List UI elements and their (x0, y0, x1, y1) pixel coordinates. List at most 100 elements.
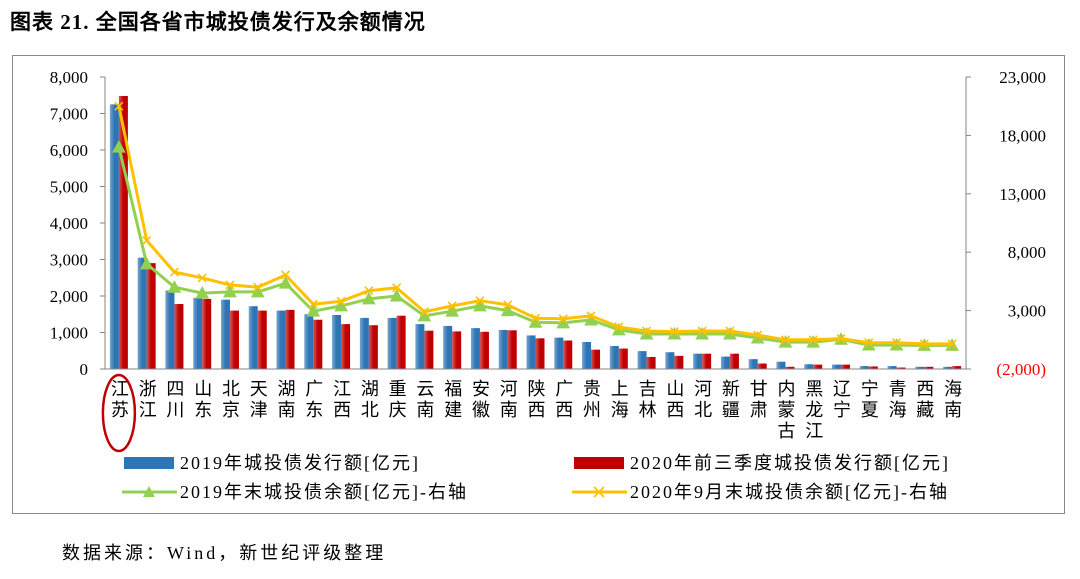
x-marker (447, 301, 457, 311)
x-marker (530, 313, 541, 323)
bar-2020-q1-q3-issuance (313, 319, 323, 369)
bar-2019-issuance (332, 314, 342, 369)
x-marker (253, 282, 263, 292)
y-right-tick-label: 3,000 (1008, 302, 1046, 321)
y-left-tick-label: 0 (80, 360, 89, 379)
y-left-tick-label: 1,000 (50, 324, 88, 343)
bar-2020-q1-q3-issuance (452, 331, 462, 369)
bar-2019-issuance (637, 351, 647, 369)
bar-2020-q1-q3-issuance (146, 263, 156, 369)
x-marker (919, 339, 929, 349)
bar-2020-q1-q3-issuance (174, 304, 184, 369)
legend-item-2020-issuance: 2020年前三季度城投债发行额[亿元] (572, 452, 1012, 474)
triangle-marker (806, 335, 821, 348)
bar-2019-issuance (498, 329, 508, 369)
bar-2020-q1-q3-issuance (868, 366, 878, 369)
x-marker (419, 307, 429, 317)
legend-swatch (124, 457, 174, 469)
bar-2020-q1-q3-issuance (535, 338, 545, 369)
bar-2020-q1-q3-issuance (785, 366, 795, 369)
bar-2020-q1-q3-issuance (563, 340, 573, 369)
y-left-tick-label: 6,000 (50, 141, 88, 160)
y-left-tick-label: 3,000 (50, 251, 88, 270)
y-left-tick-label: 4,000 (50, 214, 88, 233)
x-marker (558, 314, 568, 324)
bar-2020-q1-q3-issuance (757, 363, 767, 369)
y-right-tick-label: 8,000 (1008, 243, 1046, 262)
triangle-marker (389, 288, 404, 302)
legend-label: 2019年末城投债余额[亿元]-右轴 (180, 482, 468, 502)
bar-2019-issuance (887, 366, 897, 369)
bar-2019-issuance (137, 257, 147, 369)
y-right-tick-label: 18,000 (999, 126, 1046, 145)
legend-bar-swatch-icon (124, 457, 174, 469)
x-marker (891, 338, 902, 348)
bar-2020-q1-q3-issuance (424, 330, 434, 369)
bar-2019-issuance (387, 317, 397, 369)
legend-label: 2020年前三季度城投债发行额[亿元] (630, 453, 950, 473)
bar-2020-q1-q3-issuance (257, 310, 267, 369)
y-right-tick-label: (2,000) (996, 360, 1046, 379)
x-marker (836, 334, 846, 344)
x-marker (614, 322, 624, 332)
bar-2020-q1-q3-issuance (118, 95, 128, 369)
bar-2020-q1-q3-issuance (702, 353, 712, 369)
triangle-marker (223, 284, 237, 298)
x-marker (308, 299, 318, 309)
x-marker (725, 326, 735, 336)
bar-2020-q1-q3-issuance (646, 356, 656, 369)
y-left-tick-label: 7,000 (50, 105, 88, 124)
bar-2019-issuance (109, 104, 119, 369)
bar-2020-q1-q3-issuance (368, 325, 378, 369)
bar-2019-issuance (165, 290, 175, 369)
legend-swatch (574, 457, 624, 469)
triangle-marker (306, 304, 321, 317)
bar-2020-q1-q3-issuance (341, 324, 351, 369)
legend-label: 2019年城投债发行额[亿元] (180, 453, 420, 473)
bar-2020-q1-q3-issuance (729, 353, 739, 369)
bar-2020-q1-q3-issuance (285, 309, 295, 369)
bar-2019-issuance (748, 359, 758, 369)
bar-2019-issuance (304, 314, 314, 369)
triangle-marker (195, 286, 210, 299)
bar-2020-q1-q3-issuance (674, 355, 684, 369)
bar-2019-issuance (915, 366, 925, 369)
bar-2019-issuance (415, 324, 425, 369)
triangle-marker (861, 338, 876, 351)
x-marker (864, 338, 874, 348)
legend-bar-swatch-icon (574, 457, 624, 469)
bar-2019-issuance (443, 325, 453, 369)
chart-frame (12, 55, 1065, 514)
bar-2020-q1-q3-issuance (507, 330, 517, 369)
bar-2019-issuance (776, 361, 786, 369)
x-marker (169, 267, 180, 277)
triangle-marker (112, 140, 126, 153)
y-right-tick-label: 23,000 (999, 68, 1046, 87)
triangle-marker (334, 298, 348, 312)
bar-2020-q1-q3-issuance (591, 349, 601, 369)
line-2020-sep-end-balance (117, 105, 953, 346)
x-marker (280, 270, 291, 280)
x-marker (364, 286, 374, 296)
bar-2020-q1-q3-issuance (229, 310, 239, 369)
bar-2019-issuance (609, 346, 619, 369)
legend-x-marker (593, 486, 605, 498)
triangle-marker (473, 298, 487, 312)
x-marker (780, 335, 791, 345)
legend-label: 2020年9月末城投债余额[亿元]-右轴 (630, 482, 949, 502)
bar-2020-q1-q3-issuance (896, 367, 906, 369)
x-marker (503, 300, 513, 310)
bar-2019-issuance (582, 341, 592, 369)
x-marker (753, 330, 763, 340)
triangle-marker (778, 335, 793, 348)
bar-2020-q1-q3-issuance (479, 331, 489, 369)
bar-2019-issuance (220, 299, 230, 369)
triangle-marker (889, 338, 904, 351)
highlight-ellipse (101, 373, 137, 453)
triangle-marker (500, 303, 515, 317)
bar-2020-q1-q3-issuance (952, 366, 962, 369)
y-left-tick-label: 5,000 (50, 178, 88, 197)
bar-2020-q1-q3-issuance (841, 364, 851, 369)
x-marker (808, 335, 818, 345)
bar-2019-issuance (943, 366, 953, 369)
